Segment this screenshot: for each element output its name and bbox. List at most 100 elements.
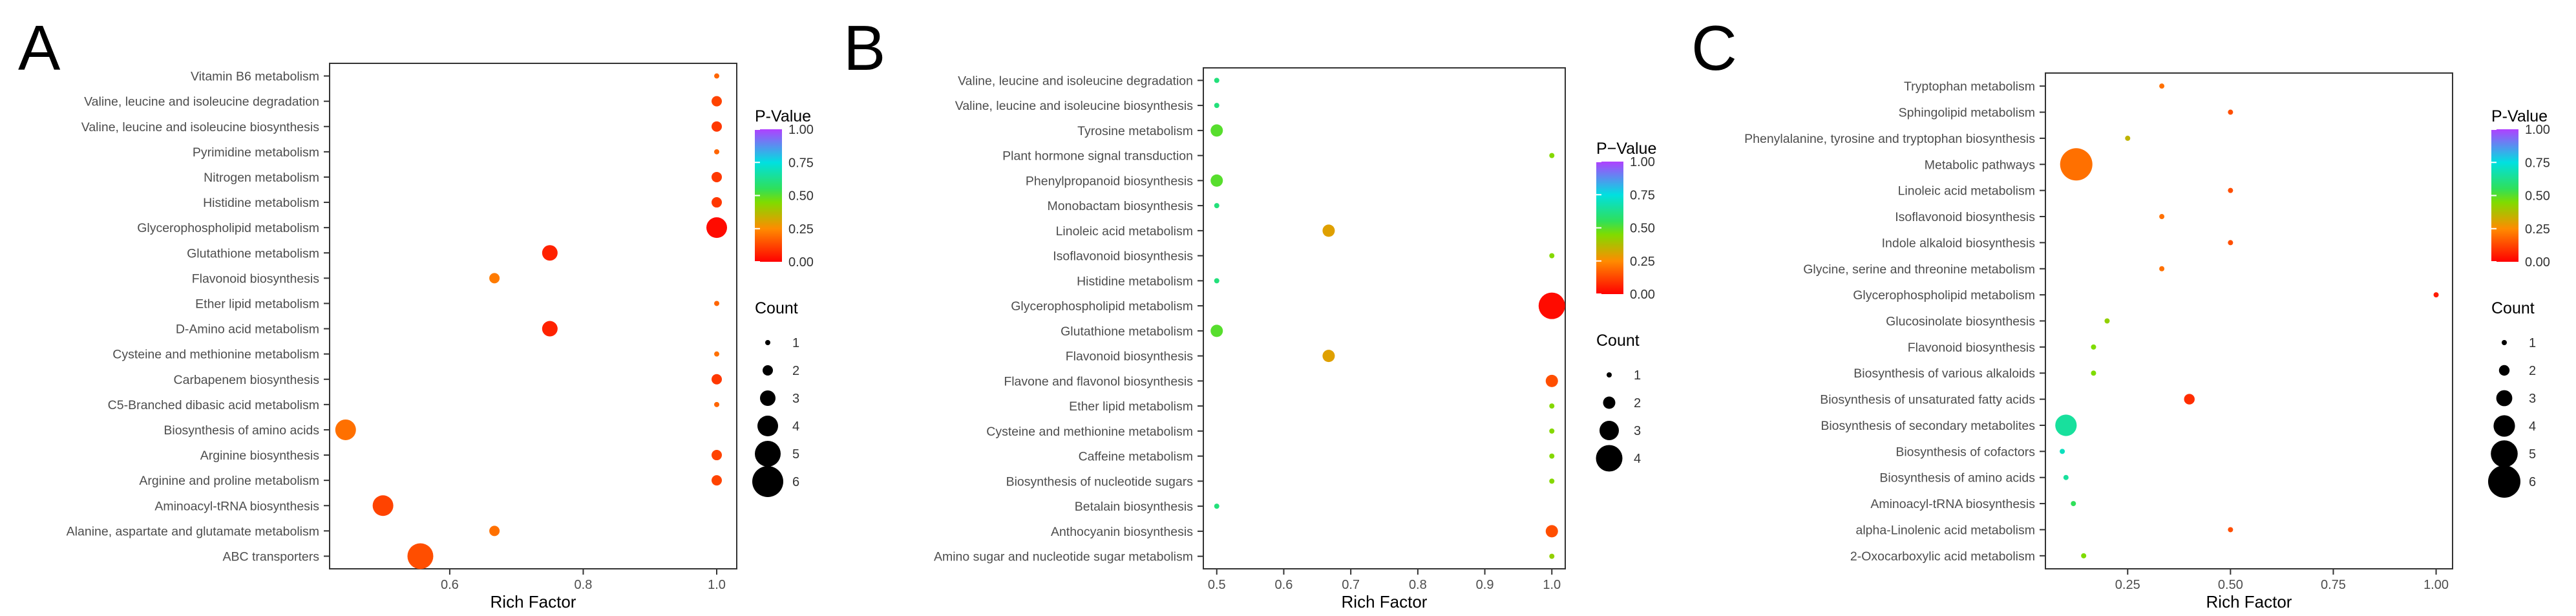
- colorbar-tick-label: 0.50: [1630, 222, 1655, 236]
- data-point: [2063, 474, 2069, 480]
- y-tick-label: Flavone and flavonol biosynthesis: [1004, 374, 1193, 388]
- y-tick-label: Glutathione metabolism: [187, 246, 319, 260]
- count-legend-title: Count: [1596, 332, 1640, 350]
- data-point: [2104, 318, 2110, 324]
- y-tick-label: Isoflavonoid biosynthesis: [1053, 250, 1193, 264]
- data-point: [1549, 253, 1555, 259]
- data-point: [712, 171, 723, 182]
- y-tick-label: Ether lipid metabolism: [195, 297, 319, 311]
- data-point: [2060, 148, 2093, 181]
- x-tick-label: 0.7: [1342, 578, 1360, 592]
- x-axis-title: Rich Factor: [2206, 592, 2292, 611]
- y-tick-label: Ether lipid metabolism: [1069, 399, 1193, 414]
- y-tick-label: Tyrosine metabolism: [1077, 124, 1193, 138]
- y-tick-label: Monobactam biosynthesis: [1048, 199, 1194, 213]
- count-legend-title: Count: [2491, 299, 2535, 317]
- y-tick-label: Linoleic acid metabolism: [1056, 224, 1193, 239]
- data-point: [542, 321, 558, 337]
- count-legend-label: 2: [1634, 396, 1641, 410]
- data-point: [2433, 292, 2439, 298]
- plot-area: [2045, 72, 2453, 569]
- count-legend-key: [1603, 396, 1616, 409]
- panel-label: A: [18, 12, 61, 83]
- data-point: [712, 475, 723, 486]
- count-legend-label: 3: [2529, 392, 2536, 406]
- count-legend-label: 2: [2529, 364, 2536, 378]
- data-point: [714, 401, 720, 407]
- colorbar-tick-label: 0.00: [788, 255, 814, 270]
- data-point: [1549, 403, 1555, 409]
- y-tick-label: Linoleic acid metabolism: [1898, 184, 2035, 198]
- colorbar-tick-label: 0.25: [2525, 222, 2550, 237]
- data-point: [712, 197, 723, 208]
- colorbar-tick-label: 0.25: [788, 222, 814, 237]
- x-tick-label: 0.9: [1476, 578, 1494, 592]
- data-point: [1549, 453, 1555, 459]
- x-tick-label: 0.8: [575, 578, 593, 592]
- data-point: [1210, 324, 1223, 337]
- count-legend-label: 6: [792, 475, 799, 489]
- y-tick-label: Glutathione metabolism: [1061, 324, 1193, 339]
- y-tick-label: D-Amino acid metabolism: [176, 323, 319, 337]
- x-tick-label: 0.6: [1275, 578, 1293, 592]
- count-legend-key: [760, 390, 776, 406]
- colorbar-tick-label: 0.75: [788, 156, 814, 170]
- y-tick-label: C5-Branched dibasic acid metabolism: [108, 398, 319, 412]
- data-point: [1549, 553, 1555, 559]
- y-tick-label: Biosynthesis of amino acids: [164, 423, 319, 438]
- y-tick-label: Phenylalanine, tyrosine and tryptophan b…: [1744, 132, 2035, 146]
- y-tick-label: Betalain biosynthesis: [1075, 500, 1193, 514]
- data-point: [714, 149, 720, 154]
- data-point: [1214, 78, 1219, 83]
- panel-label: C: [1691, 12, 1737, 83]
- y-tick-label: Plant hormone signal transduction: [1002, 149, 1193, 164]
- y-tick-label: Arginine biosynthesis: [200, 449, 320, 463]
- colorbar-tick-label: 0.50: [788, 189, 814, 204]
- count-legend-key: [1596, 445, 1623, 472]
- data-point: [1210, 174, 1223, 187]
- count-legend-key: [1599, 421, 1619, 440]
- colorbar-tick-label: 0.00: [1630, 288, 1655, 302]
- count-legend: Count 1 2 3 4 5 6: [752, 299, 799, 497]
- y-tick-label: Glycerophospholipid metabolism: [137, 221, 319, 235]
- y-tick-label: Flavonoid biosynthesis: [192, 271, 320, 286]
- colorbar-tick-label: 0.25: [1630, 255, 1655, 269]
- count-legend-label: 3: [792, 392, 799, 406]
- y-tick-label: Histidine metabolism: [203, 196, 319, 210]
- y-tick-label: Glycerophospholipid metabolism: [1853, 288, 2035, 303]
- panel-a: A Vitamin B6 metabolism Valine, leucine an…: [18, 12, 814, 611]
- data-point: [1549, 478, 1555, 484]
- count-legend-key: [1607, 372, 1612, 377]
- y-tick-label: Valine, leucine and isoleucine degradati…: [84, 95, 319, 109]
- y-tick-label: Biosynthesis of amino acids: [1879, 471, 2035, 485]
- y-tick-label: Alanine, aspartate and glutamate metabol…: [67, 524, 319, 538]
- data-point: [1545, 374, 1558, 387]
- y-tick-label: Biosynthesis of nucleotide sugars: [1006, 474, 1194, 489]
- count-legend-key: [763, 365, 773, 376]
- data-point: [2159, 83, 2165, 89]
- count-legend-label: 6: [2529, 475, 2536, 489]
- y-tick-label: Caffeine metabolism: [1079, 450, 1193, 464]
- count-legend-key: [2493, 415, 2515, 437]
- y-tick-label: Carbapenem biosynthesis: [174, 373, 320, 387]
- data-point: [489, 526, 500, 536]
- plot-area: [1203, 67, 1566, 569]
- colorbar-tick-label: 0.50: [2525, 189, 2550, 204]
- data-point: [1214, 103, 1219, 109]
- pvalue-legend-title: P-Value: [2491, 107, 2548, 125]
- y-tick-label: Aminoacyl-tRNA biosynthesis: [154, 499, 319, 513]
- y-tick-label: Glycerophospholipid metabolism: [1011, 299, 1193, 313]
- y-tick-label: Biosynthesis of various alkaloids: [1853, 366, 2035, 381]
- data-point: [1214, 278, 1219, 284]
- y-tick-label: alpha-Linolenic acid metabolism: [1856, 523, 2036, 537]
- data-point: [2228, 187, 2233, 193]
- y-tick-label: Biosynthesis of cofactors: [1895, 445, 2035, 459]
- data-point: [714, 73, 720, 79]
- data-point: [2060, 449, 2065, 454]
- count-legend-label: 3: [1634, 424, 1641, 438]
- data-point: [712, 450, 723, 461]
- colorbar-tick-label: 0.75: [1630, 188, 1655, 202]
- y-tick-label: Histidine metabolism: [1077, 274, 1193, 288]
- plot-area: [329, 63, 737, 569]
